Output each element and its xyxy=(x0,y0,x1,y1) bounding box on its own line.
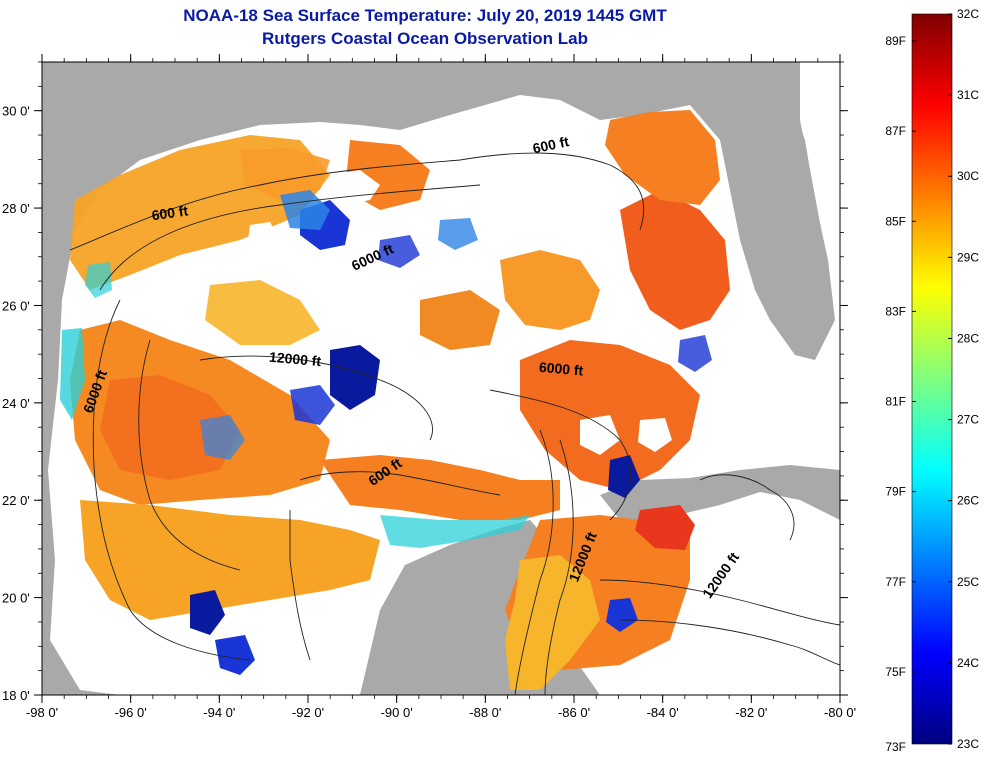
y-tick-label: 18 0' xyxy=(2,688,30,703)
map-title: NOAA-18 Sea Surface Temperature: July 20… xyxy=(183,6,667,25)
atlantic-water xyxy=(800,62,840,330)
color-bar-fahrenheit-labels: 89F 87F 85F 83F 81F 79F 77F 75F 73F xyxy=(885,34,916,754)
y-tick-label: 30 0' xyxy=(2,104,30,119)
color-bar: 89F 87F 85F 83F 81F 79F 77F 75F 73F 32C 31C 30C 29C… xyxy=(885,7,979,754)
x-tick-label: -90 0' xyxy=(381,705,413,720)
f-label: 85F xyxy=(885,214,906,228)
x-tick-label: -88 0' xyxy=(469,705,501,720)
map-panel xyxy=(42,62,840,695)
c-label: 27C xyxy=(957,413,979,427)
x-tick-label: -94 0' xyxy=(203,705,235,720)
c-label: 25C xyxy=(957,575,979,589)
x-tick-label: -86 0' xyxy=(558,705,590,720)
x-tick-label: -80 0' xyxy=(824,705,856,720)
bathymetry-contours xyxy=(69,152,840,695)
color-bar-celsius-labels: 32C 31C 30C 29C 28C 27C 26C 25C 24C 23C xyxy=(948,7,979,751)
f-label: 79F xyxy=(885,485,906,499)
contour-label: 6000 ft xyxy=(538,359,584,379)
contour-label: 600 ft xyxy=(151,202,190,223)
cloud-gaps xyxy=(150,150,672,455)
f-label: 73F xyxy=(885,740,906,754)
c-label: 28C xyxy=(957,331,979,345)
contour-label: 12000 ft xyxy=(268,349,322,370)
yucatan-land xyxy=(360,520,548,695)
f-label: 83F xyxy=(885,304,906,318)
x-tick-label: -92 0' xyxy=(292,705,324,720)
c-label: 30C xyxy=(957,169,979,183)
f-label: 77F xyxy=(885,575,906,589)
y-tick-label: 20 0' xyxy=(2,591,30,606)
contour-label: 600 ft xyxy=(531,133,570,156)
f-label: 89F xyxy=(885,34,906,48)
cuba-land xyxy=(600,465,840,520)
x-tick-label: -82 0' xyxy=(735,705,767,720)
c-label: 32C xyxy=(957,7,979,21)
c-label: 26C xyxy=(957,494,979,508)
florida-land xyxy=(720,100,835,360)
c-label: 23C xyxy=(957,737,979,751)
y-tick-label: 22 0' xyxy=(2,493,30,508)
y-tick-label: 26 0' xyxy=(2,298,30,313)
x-tick-label: -96 0' xyxy=(115,705,147,720)
color-bar-scale xyxy=(911,13,953,745)
x-tick-label: -98 0' xyxy=(26,705,58,720)
f-label: 75F xyxy=(885,665,906,679)
c-label: 24C xyxy=(957,656,979,670)
map-subtitle: Rutgers Coastal Ocean Observation Lab xyxy=(262,29,588,48)
c-label: 31C xyxy=(957,88,979,102)
y-axis: 30 0' 28 0' 26 0' 24 0' 22 0' 20 0' 18 0' xyxy=(2,61,848,703)
cold-patches xyxy=(60,190,712,675)
y-tick-label: 24 0' xyxy=(2,396,30,411)
f-label: 87F xyxy=(885,124,906,138)
x-tick-label: -84 0' xyxy=(647,705,679,720)
y-tick-label: 28 0' xyxy=(2,201,30,216)
c-label: 29C xyxy=(957,250,979,264)
f-label: 81F xyxy=(885,395,906,409)
x-axis: -98 0' -96 0' -94 0' -92 0' -90 0' -88 0' -86 … xyxy=(26,54,856,720)
